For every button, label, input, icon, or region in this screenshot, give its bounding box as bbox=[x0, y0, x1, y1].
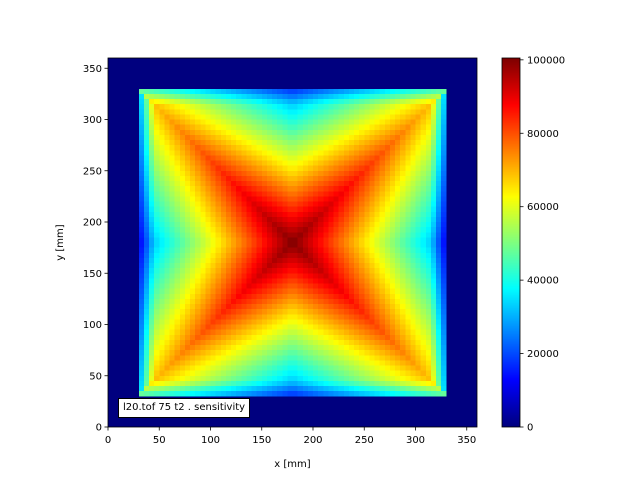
colorbar-tick-label: 40000 bbox=[527, 276, 559, 287]
x-tick-label: 150 bbox=[252, 435, 271, 446]
x-tick-label: 0 bbox=[105, 435, 111, 446]
x-tick-label: 200 bbox=[303, 435, 322, 446]
colorbar-tick-label: 0 bbox=[527, 423, 533, 434]
plot-annotation: l20.tof 75 t2 . sensitivity bbox=[118, 398, 251, 418]
heatmap-image bbox=[108, 58, 477, 427]
x-tick-label: 250 bbox=[355, 435, 374, 446]
y-axis-label: y [mm] bbox=[55, 224, 66, 260]
colorbar-tick-label: 100000 bbox=[527, 55, 565, 66]
colorbar-tick-label: 60000 bbox=[527, 202, 559, 213]
y-tick-label: 100 bbox=[83, 320, 102, 331]
colorbar-tick-label: 20000 bbox=[527, 349, 559, 360]
y-tick-label: 250 bbox=[83, 166, 102, 177]
x-axis-label: x [mm] bbox=[274, 459, 310, 470]
x-tick-label: 300 bbox=[406, 435, 425, 446]
colorbar-frame bbox=[501, 57, 521, 428]
x-tick-label: 100 bbox=[201, 435, 220, 446]
y-tick-label: 150 bbox=[83, 269, 102, 280]
y-tick-label: 200 bbox=[83, 218, 102, 229]
plot-frame bbox=[107, 57, 478, 428]
colorbar bbox=[502, 58, 520, 427]
y-tick-label: 0 bbox=[96, 423, 102, 434]
x-tick-label: 50 bbox=[153, 435, 166, 446]
y-tick-label: 50 bbox=[89, 371, 102, 382]
colorbar-tick-label: 80000 bbox=[527, 129, 559, 140]
x-tick-label: 350 bbox=[457, 435, 476, 446]
y-tick-label: 300 bbox=[83, 115, 102, 126]
y-tick-label: 350 bbox=[83, 64, 102, 75]
